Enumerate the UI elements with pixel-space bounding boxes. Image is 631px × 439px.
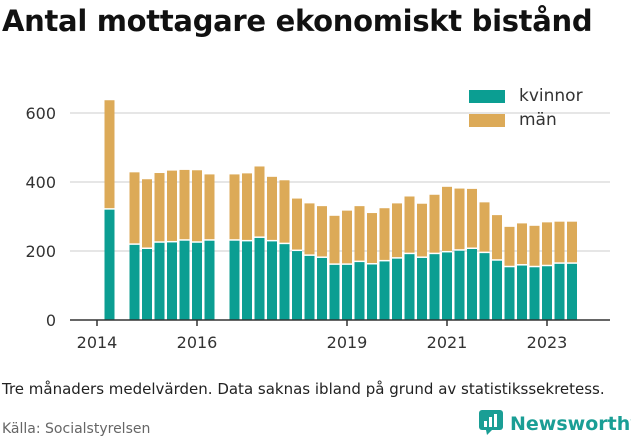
bar-kvinnor [542,265,552,320]
source-text: Källa: Socialstyrelsen [2,421,151,437]
legend: kvinnor män [469,84,583,132]
legend-swatch-kvinnor [469,89,505,103]
bar-chart: 0 200 400 600 2014 2016 2019 2021 2023 [25,100,610,352]
bar-man [504,226,515,267]
bar-man [204,174,215,240]
bar-kvinnor [242,240,252,320]
y-tick-label: 400 [25,173,56,192]
bar-man [317,206,327,258]
bar-man [104,100,115,209]
bar-kvinnor [379,260,390,320]
legend-label-man: män [519,110,557,130]
bar-man [354,206,365,262]
bar-kvinnor [154,242,165,320]
bar-kvinnor [142,248,152,320]
brand-logo[interactable]: Newsworthy [478,409,631,439]
bar-man [279,180,290,244]
bar-kvinnor [254,237,265,320]
x-tick-label: 2014 [77,333,118,352]
chart-note: Tre månaders medelvärden. Data saknas ib… [2,380,605,398]
bar-man [479,202,490,253]
bar-man [467,188,477,249]
y-tick-label: 0 [46,311,56,330]
bar-kvinnor [404,253,415,320]
bar-man [142,179,152,249]
bar-man [154,173,165,243]
bar-kvinnor [167,241,177,320]
bar-man [242,173,252,241]
bar-man [229,174,240,240]
bar-man [342,210,352,265]
bar-kvinnor [367,263,377,320]
bar-man [329,215,340,265]
bar-kvinnor [442,251,452,320]
bar-kvinnor [129,244,140,320]
x-tick-label: 2019 [327,333,368,352]
bar-kvinnor [554,263,565,320]
legend-item-kvinnor: kvinnor [469,84,583,108]
bar-kvinnor [342,264,352,320]
bar-kvinnor [267,240,277,320]
bar-kvinnor [529,266,540,320]
bar-man [167,170,177,242]
bar-man [542,222,552,266]
bar-man [454,188,465,250]
bar-kvinnor [179,239,190,320]
bar-kvinnor [104,208,115,320]
bar-man [529,225,540,267]
bar-man [429,194,440,254]
chart-title: Antal mottagare ekonomiskt bistånd [2,4,593,38]
bar-man [179,169,190,240]
bar-kvinnor [392,257,402,320]
bar-kvinnor [317,257,327,320]
axes: 0 200 400 600 2014 2016 2019 2021 2023 [25,104,610,352]
bar-man [292,198,302,251]
bar-man [517,223,527,265]
bar-kvinnor [192,242,202,320]
bar-man [492,215,502,260]
bar-kvinnor [454,249,465,320]
x-tick-label: 2021 [427,333,468,352]
bar-man [554,221,565,264]
bar-man [404,196,415,254]
bar-kvinnor [292,250,302,320]
bar-man [417,203,427,258]
bar-kvinnor [479,252,490,320]
bar-group [104,100,577,320]
bar-kvinnor [279,243,290,320]
bar-kvinnor [492,259,502,320]
bar-kvinnor [567,263,577,320]
bar-man [379,208,390,261]
bar-kvinnor [354,261,365,320]
bar-kvinnor [429,253,440,320]
chart-logo-icon [478,409,504,439]
legend-item-man: män [469,108,583,132]
y-tick-label: 200 [25,242,56,261]
bar-man [304,203,315,256]
bar-kvinnor [417,257,427,320]
bar-kvinnor [229,239,240,320]
bar-kvinnor [329,264,340,320]
bar-kvinnor [504,266,515,320]
bar-man [192,170,202,243]
brand-name: Newsworthy [510,413,631,435]
bar-man [367,213,377,264]
legend-swatch-man [469,113,505,127]
y-tick-label: 600 [25,104,56,123]
bar-kvinnor [304,255,315,320]
bar-man [567,221,577,264]
legend-label-kvinnor: kvinnor [519,86,583,106]
bar-man [129,172,140,245]
bar-man [267,176,277,241]
bar-man [442,186,452,252]
bar-man [254,166,265,238]
bar-man [392,203,402,258]
bar-kvinnor [517,264,527,320]
x-tick-label: 2023 [527,333,568,352]
bar-kvinnor [467,248,477,320]
bar-kvinnor [204,239,215,320]
x-tick-label: 2016 [177,333,218,352]
